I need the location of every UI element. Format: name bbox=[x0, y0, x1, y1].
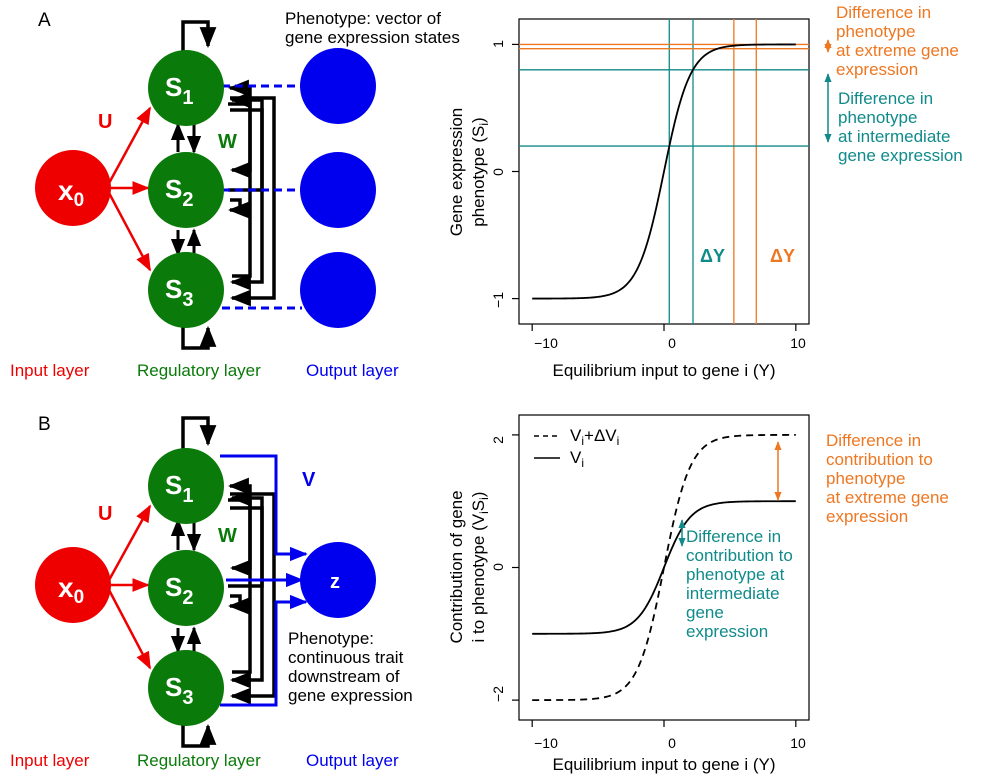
feedback-loops-b bbox=[227, 477, 276, 705]
regulatory-layer-label: Regulatory layer bbox=[137, 361, 261, 380]
input-layer-label: Input layer bbox=[10, 361, 90, 380]
chart-a-ylabel-2: phenotype (Si) bbox=[469, 117, 491, 226]
output-layer-label: Output layer bbox=[306, 361, 399, 380]
input-arrows bbox=[106, 106, 152, 272]
chart-a-yticks: −1 0 1 bbox=[490, 40, 506, 308]
node-s1-b bbox=[148, 448, 224, 524]
self-loop-s1-b bbox=[181, 416, 217, 452]
output-node-2 bbox=[300, 152, 376, 228]
chart-b-ytick-2: 2 bbox=[490, 436, 506, 444]
chart-a-ylabel-1: Gene expression bbox=[447, 108, 466, 237]
chart-b-ytick-0: −2 bbox=[490, 686, 506, 702]
chart-b-curve-solid bbox=[532, 500, 796, 635]
weight-v: V bbox=[302, 469, 316, 491]
chart-a-xtick-1: 0 bbox=[668, 335, 676, 351]
self-loop-s1 bbox=[181, 20, 217, 52]
panel-a-label: A bbox=[38, 10, 51, 31]
inter-gene-arrows-b bbox=[170, 518, 202, 654]
input-layer-label-b: Input layer bbox=[10, 751, 90, 770]
delta-y-teal: ΔY bbox=[700, 246, 725, 266]
weight-u: U bbox=[98, 111, 112, 133]
chart-b-xticks: −10 0 10 bbox=[534, 735, 806, 751]
v-arrows bbox=[220, 454, 308, 707]
self-loop-s3 bbox=[181, 322, 217, 350]
chart-a-curve bbox=[532, 43, 796, 300]
chart-b-legend: Vi+ΔVi Vi bbox=[534, 426, 619, 470]
self-loop-s3-b bbox=[181, 718, 217, 748]
output-links bbox=[222, 84, 302, 310]
node-x0-b-label: x0 bbox=[58, 572, 84, 608]
node-s3-label: S3 bbox=[165, 274, 193, 311]
panel-b-chart-text: −10 0 10 −2 0 2 Equilibrium input to gen… bbox=[447, 426, 954, 774]
chart-b-xtick-2: 10 bbox=[790, 735, 806, 751]
node-x0-label: x0 bbox=[58, 175, 84, 211]
chart-b-xtick-1: 0 bbox=[668, 735, 676, 751]
chart-b-yticks: −2 0 2 bbox=[490, 436, 506, 702]
chart-b-ylabel-2: i to phenotype (ViSi) bbox=[469, 492, 491, 643]
chart-b-ylabel-1: Contribution of gene bbox=[447, 490, 466, 643]
output-node-1 bbox=[300, 48, 376, 124]
node-s2-b bbox=[148, 550, 224, 626]
phenotype-label-b: Phenotype: continuous trait downstream o… bbox=[288, 629, 413, 705]
chart-a-xticks: −10 0 10 bbox=[534, 335, 806, 351]
teal-note-a: Difference in phenotype at intermediate … bbox=[838, 89, 963, 165]
weight-w-b: W bbox=[218, 525, 237, 547]
chart-a-ytick-1: 0 bbox=[490, 168, 506, 176]
panel-a-chart bbox=[512, 18, 810, 331]
inter-gene-arrows bbox=[170, 122, 202, 257]
legend-item-1: Vi bbox=[570, 448, 584, 470]
node-x0 bbox=[35, 150, 111, 226]
chart-a-ytick-2: 1 bbox=[490, 40, 506, 48]
node-z-label: z bbox=[330, 571, 340, 593]
node-s2-label: S2 bbox=[165, 174, 193, 211]
orange-note-a: Difference in phenotype at extreme gene … bbox=[836, 3, 964, 79]
panel-b-network: B x0 S1 bbox=[10, 414, 413, 770]
chart-a-xtick-2: 10 bbox=[790, 335, 806, 351]
panel-b-chart bbox=[512, 414, 810, 727]
legend-item-0: Vi+ΔVi bbox=[570, 426, 619, 448]
weight-w: W bbox=[218, 131, 237, 153]
panel-a-network: A bbox=[10, 9, 460, 380]
phenotype-label: Phenotype: vector of gene expression sta… bbox=[285, 9, 460, 47]
feedback-loops bbox=[227, 79, 276, 307]
node-s3-b bbox=[148, 650, 224, 726]
node-s1-b-label: S1 bbox=[165, 470, 193, 507]
node-z bbox=[300, 542, 376, 618]
input-arrows-b bbox=[106, 504, 152, 670]
chart-b-ytick-1: 0 bbox=[490, 563, 506, 571]
node-s2-b-label: S2 bbox=[165, 572, 193, 609]
output-layer-label-b: Output layer bbox=[306, 751, 399, 770]
regulatory-layer-label-b: Regulatory layer bbox=[137, 751, 261, 770]
orange-note-b: Difference in contribution to phenotype … bbox=[826, 431, 954, 526]
node-s3-b-label: S3 bbox=[165, 672, 193, 709]
node-s2 bbox=[148, 152, 224, 228]
weight-u-b: U bbox=[98, 503, 112, 525]
chart-a-xlabel: Equilibrium input to gene i (Y) bbox=[552, 361, 775, 380]
chart-a-ytick-0: −1 bbox=[490, 292, 506, 308]
delta-y-orange: ΔY bbox=[770, 246, 795, 266]
node-s1-label: S1 bbox=[165, 72, 193, 109]
chart-a-xtick-0: −10 bbox=[534, 335, 558, 351]
node-s1 bbox=[148, 50, 224, 126]
chart-b-xtick-0: −10 bbox=[534, 735, 558, 751]
panel-a-chart-text: −10 0 10 −1 0 1 Equilibrium input to gen… bbox=[447, 3, 964, 380]
output-node-3 bbox=[300, 252, 376, 328]
chart-b-xlabel: Equilibrium input to gene i (Y) bbox=[552, 755, 775, 774]
node-s3 bbox=[148, 252, 224, 328]
panel-b-label: B bbox=[38, 414, 51, 435]
node-x0-b bbox=[35, 547, 111, 623]
teal-note-b: Difference in contribution to phenotype … bbox=[686, 527, 798, 641]
